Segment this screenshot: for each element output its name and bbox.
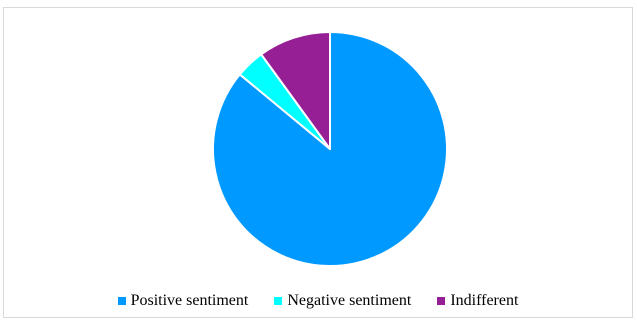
pie-chart: [212, 31, 448, 267]
legend-label-indifferent: Indifferent: [450, 292, 519, 309]
legend-item-negative: Negative sentiment: [274, 292, 411, 310]
legend-item-indifferent: Indifferent: [437, 292, 518, 310]
legend-label-positive: Positive sentiment: [130, 292, 249, 309]
legend-swatch-positive: [117, 297, 126, 305]
chart-frame: Positive sentiment Negative sentiment In…: [3, 7, 633, 318]
legend-label-negative: Negative sentiment: [287, 292, 412, 309]
slice-indifferent: [260, 31, 331, 150]
legend-swatch-negative: [274, 297, 283, 305]
legend-item-positive: Positive sentiment: [117, 292, 249, 310]
legend-swatch-indifferent: [437, 297, 446, 305]
legend: Positive sentiment Negative sentiment In…: [4, 291, 632, 311]
